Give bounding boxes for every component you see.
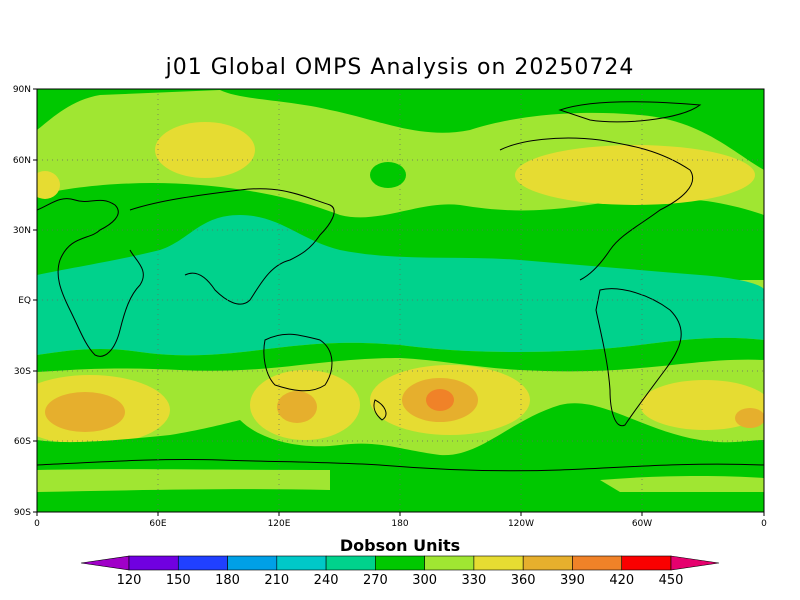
coast-n-america	[499, 137, 694, 281]
gridlines	[37, 89, 764, 512]
tick-marks	[33, 88, 765, 516]
lat-label: 90S	[14, 508, 31, 518]
colorbar-swatch	[522, 555, 573, 571]
orange-s-africa	[45, 392, 125, 432]
colorbar-labels: 120 150 180 210 240 270 300 330 360 390 420 450	[117, 573, 684, 588]
yellow-n-europe	[155, 122, 255, 178]
colorbar-label: 180	[215, 573, 240, 588]
colorbar-title: Dobson Units	[339, 536, 461, 555]
colorbar-label: 120	[117, 573, 142, 588]
map-title: j01 Global OMPS Analysis on 20250724	[165, 55, 635, 80]
lon-label: 0	[761, 519, 767, 529]
colorbar-label: 150	[166, 573, 191, 588]
colorbar-label: 330	[461, 573, 486, 588]
lon-label: 120W	[508, 519, 534, 529]
colorbar-label: 270	[363, 573, 388, 588]
lat-labels: 90N 60N 30N EQ 30S 60S 90S	[13, 85, 31, 518]
colorbar-swatch	[375, 555, 425, 571]
colorbar-label: 300	[412, 573, 437, 588]
colorbar	[80, 555, 720, 571]
south-tropical-green	[37, 337, 764, 372]
yellow-n-atlantic	[37, 171, 60, 199]
arctic-green	[37, 89, 764, 170]
colorbar-arrow-low	[80, 555, 130, 571]
colorbar-label: 240	[314, 573, 339, 588]
lon-label: 120E	[268, 519, 291, 529]
lat-label: 30N	[13, 226, 31, 236]
colorbar-swatch	[227, 555, 278, 571]
antarctic-light-east	[600, 475, 764, 492]
coast-australia	[263, 333, 333, 392]
lat-label: 30S	[14, 367, 31, 377]
orange-s-atlantic	[735, 408, 764, 428]
colorbar-swatch	[128, 555, 179, 571]
orange-s-australia	[277, 391, 317, 423]
colorbar-label: 210	[264, 573, 289, 588]
lat-label: 60N	[13, 156, 31, 166]
colorbar-swatch	[276, 555, 327, 571]
antarctic-light	[37, 469, 330, 492]
lat-label: 60S	[14, 437, 31, 447]
green-ne-asia	[370, 162, 406, 188]
colorbar-swatch	[177, 555, 228, 571]
lat-label: 90N	[13, 85, 31, 95]
colorbar-label: 450	[659, 573, 684, 588]
coast-antarctica	[37, 458, 764, 472]
lon-label: 60W	[632, 519, 652, 529]
lon-label: 180	[391, 519, 408, 529]
colorbar-label: 390	[560, 573, 585, 588]
colorbar-swatch	[325, 555, 376, 571]
lon-label: 60E	[149, 519, 166, 529]
yellow-n-america	[515, 145, 755, 205]
colorbar-label: 420	[609, 573, 634, 588]
lat-label: EQ	[18, 296, 31, 306]
coast-greenland	[558, 101, 702, 123]
coastlines	[37, 101, 764, 472]
coast-s-america	[595, 288, 682, 427]
colorbar-label: 360	[511, 573, 536, 588]
yellow-s-atlantic	[640, 380, 764, 430]
lon-label: 0	[34, 519, 40, 529]
colorbar-swatch	[473, 555, 524, 571]
coast-europe-africa	[37, 198, 144, 357]
coast-asia	[129, 188, 335, 305]
colorbar-swatch	[424, 555, 475, 571]
colorbar-swatch	[572, 555, 623, 571]
colorbar-swatch	[621, 555, 672, 571]
tropical-teal	[37, 215, 764, 356]
lon-labels: 0 60E 120E 180 120W 60W 0	[34, 519, 767, 529]
coast-new-zealand	[373, 399, 387, 421]
colorbar-arrow-high	[670, 555, 720, 571]
peak-s-pacific	[426, 389, 454, 411]
